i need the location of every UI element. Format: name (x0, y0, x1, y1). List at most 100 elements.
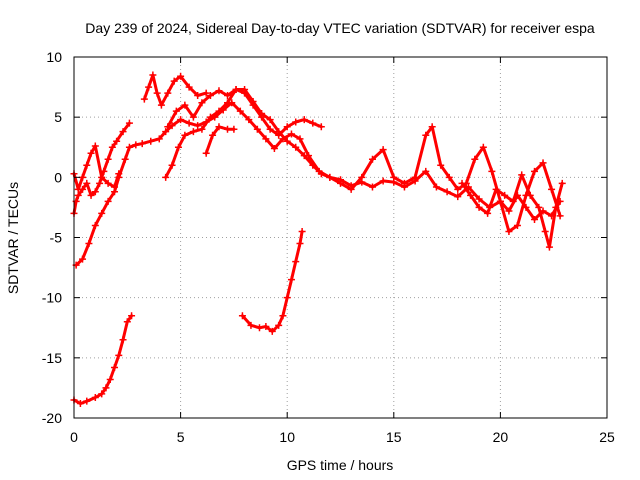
data-point (443, 188, 451, 196)
data-point (379, 146, 387, 154)
data-point (245, 116, 253, 124)
data-point (283, 123, 291, 131)
data-point (471, 155, 479, 163)
y-tick-label: 10 (46, 49, 62, 65)
data-point (326, 173, 334, 181)
data-point (300, 116, 308, 124)
data-point (548, 185, 556, 193)
data-point (123, 318, 131, 326)
data-point (85, 240, 93, 248)
data-point (185, 119, 193, 127)
data-point (262, 323, 270, 331)
data-point (177, 72, 185, 80)
data-point (292, 118, 300, 126)
data-point (113, 137, 121, 145)
data-point (437, 161, 445, 169)
data-point (202, 149, 210, 157)
series-trace (142, 73, 208, 107)
data-point (87, 149, 95, 157)
data-point (337, 179, 344, 187)
series-arc-2 (72, 99, 564, 269)
y-tick-label: -10 (42, 290, 62, 306)
data-point (74, 185, 82, 193)
data-point (552, 203, 560, 211)
data-point (177, 116, 185, 124)
data-point (174, 143, 182, 151)
data-point (368, 155, 376, 163)
data-point (292, 143, 300, 151)
data-point (300, 152, 308, 160)
data-point (79, 173, 87, 181)
data-series (70, 71, 566, 408)
data-point (283, 137, 291, 145)
y-tick-label: 5 (54, 109, 62, 125)
data-point (215, 107, 223, 115)
data-point (492, 185, 500, 193)
data-point (400, 179, 408, 187)
x-tick-label: 5 (177, 429, 185, 445)
data-point (283, 294, 291, 302)
data-point (236, 107, 244, 115)
data-point (194, 122, 202, 130)
data-point (241, 85, 249, 93)
data-point (125, 119, 133, 127)
data-point (411, 173, 419, 181)
data-point (309, 161, 317, 169)
data-point (74, 191, 82, 199)
data-point (162, 128, 170, 136)
data-point (279, 312, 287, 320)
series-arc-6 (164, 85, 325, 139)
data-point (230, 125, 238, 133)
data-point (275, 321, 283, 329)
data-point (428, 123, 436, 131)
x-tick-label: 25 (599, 429, 615, 445)
data-point (206, 113, 214, 121)
data-point (422, 167, 430, 175)
data-point (317, 123, 325, 131)
data-point (347, 185, 355, 193)
data-point (501, 191, 509, 199)
data-point (119, 128, 127, 136)
data-point (368, 183, 376, 191)
data-point (454, 185, 462, 193)
data-point (262, 135, 270, 143)
data-point (505, 207, 513, 215)
data-point (296, 135, 304, 143)
data-point (106, 375, 114, 383)
data-point (91, 188, 99, 196)
data-point (189, 128, 197, 136)
series-arc-8 (202, 123, 238, 157)
data-point (292, 258, 300, 266)
data-point (132, 141, 140, 149)
data-point (513, 221, 521, 229)
data-point (298, 227, 306, 235)
data-point (138, 140, 146, 148)
data-point (189, 113, 197, 121)
data-point (162, 173, 170, 181)
series-arc-7 (162, 85, 564, 235)
data-point (115, 351, 123, 359)
data-point (172, 107, 180, 115)
data-point (317, 170, 325, 178)
data-point (545, 243, 553, 251)
data-point (149, 71, 157, 79)
data-point (247, 321, 255, 329)
data-point (104, 197, 112, 205)
data-point (194, 92, 202, 100)
data-point (206, 92, 214, 100)
data-point (232, 85, 240, 93)
x-axis-label: GPS time / hours (287, 457, 394, 473)
data-point (268, 327, 276, 335)
y-tick-label: -15 (42, 350, 62, 366)
data-point (505, 227, 513, 235)
data-point (253, 125, 261, 133)
data-point (98, 209, 106, 217)
data-point (128, 312, 136, 320)
data-point (275, 128, 283, 136)
series-trace (240, 230, 304, 333)
data-point (249, 98, 257, 106)
data-point (258, 110, 266, 118)
data-point (115, 170, 123, 178)
data-point (358, 173, 366, 181)
